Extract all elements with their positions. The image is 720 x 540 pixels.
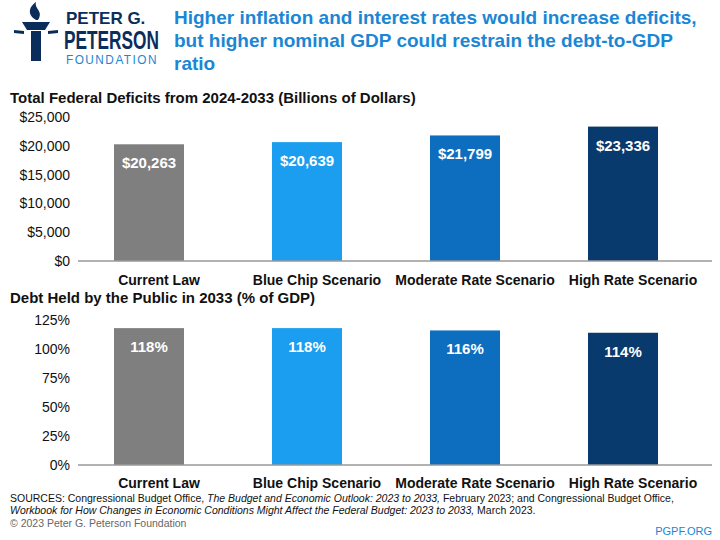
data-label: 114% xyxy=(604,343,642,360)
category-label: Blue Chip Scenario xyxy=(253,272,381,288)
chart: Total Federal Deficits from 2024-2033 (B… xyxy=(10,89,712,288)
title: but higher nominal GDP could restrain th… xyxy=(174,30,673,51)
sources-text: The Budget and Economic Outlook: 2023 to… xyxy=(207,492,440,504)
tick-mark xyxy=(77,117,80,118)
tick-label: $15,000 xyxy=(19,167,70,183)
tick-label: 50% xyxy=(42,399,70,415)
logo-text: PETERSON xyxy=(64,26,159,54)
canvas: PETER G.PETERSONFOUNDATION Higher inflati… xyxy=(0,0,720,540)
category-label: Current Law xyxy=(118,475,200,491)
tick-label: $20,000 xyxy=(19,138,70,154)
data-label: $20,263 xyxy=(122,154,176,171)
tick-mark xyxy=(77,145,80,146)
logo-icon xyxy=(14,30,58,34)
bar xyxy=(430,330,500,465)
tick-mark xyxy=(77,232,80,233)
category-label: High Rate Scenario xyxy=(569,272,697,288)
data-label: $21,799 xyxy=(438,145,492,162)
bar xyxy=(430,135,500,261)
tick-mark xyxy=(77,203,80,204)
title: Higher inflation and interest rates woul… xyxy=(174,7,697,28)
sources-text: March 2023. xyxy=(474,504,535,516)
bar xyxy=(114,144,184,261)
chart-title: Total Federal Deficits from 2024-2033 (B… xyxy=(10,89,416,106)
tick-mark xyxy=(77,320,80,321)
tick-mark xyxy=(77,436,80,437)
tick-mark xyxy=(77,349,80,350)
category-label: Current Law xyxy=(118,272,200,288)
category-label: Moderate Rate Scenario xyxy=(395,475,555,491)
bar xyxy=(272,142,342,261)
bar xyxy=(272,328,342,465)
logo-icon xyxy=(31,31,41,61)
chart: Debt Held by the Public in 2033 (% of GD… xyxy=(10,289,712,491)
bar xyxy=(588,333,658,465)
tick-label: 0% xyxy=(50,457,70,473)
sources-text: SOURCES: Congressional Budget Office, xyxy=(10,492,207,504)
tick-mark xyxy=(77,174,80,175)
sources-text: Workbook for How Changes in Economic Con… xyxy=(10,504,474,516)
data-label: 116% xyxy=(446,340,484,357)
logo-icon xyxy=(30,2,40,20)
sources: SOURCES: Congressional Budget Office, Th… xyxy=(10,492,674,504)
bars xyxy=(114,127,658,261)
data-label: 118% xyxy=(288,338,326,355)
tick-label: $0 xyxy=(54,253,70,269)
site: PGPF.ORG xyxy=(655,525,712,537)
category-label: Moderate Rate Scenario xyxy=(395,272,555,288)
copyright: © 2023 Peter G. Peterson Foundation xyxy=(10,517,187,529)
category-label: Blue Chip Scenario xyxy=(253,475,381,491)
tick-mark xyxy=(77,407,80,408)
title: ratio xyxy=(174,53,215,74)
category-label: High Rate Scenario xyxy=(569,475,697,491)
data-label: $23,336 xyxy=(596,137,650,154)
tick-label: 125% xyxy=(34,312,70,328)
bar xyxy=(588,127,658,261)
bar xyxy=(114,328,184,465)
logo-text: FOUNDATION xyxy=(66,53,158,67)
tick-mark xyxy=(77,378,80,379)
tick-label: $25,000 xyxy=(19,109,70,125)
logo: PETER G.PETERSONFOUNDATION xyxy=(14,2,159,67)
tick-label: $10,000 xyxy=(19,195,70,211)
background xyxy=(0,0,720,540)
tick-label: 75% xyxy=(42,370,70,386)
tick-label: $5,000 xyxy=(27,224,70,240)
data-label: 118% xyxy=(130,338,168,355)
logo-icon xyxy=(22,22,50,30)
x-axis-line xyxy=(78,464,712,466)
sources-text: February 2023; and Congressional Budget … xyxy=(440,492,674,504)
x-axis-line xyxy=(78,260,712,262)
data-label: $20,639 xyxy=(280,152,334,169)
chart-title: Debt Held by the Public in 2033 (% of GD… xyxy=(10,289,315,306)
sources: Workbook for How Changes in Economic Con… xyxy=(10,504,536,516)
tick-label: 100% xyxy=(34,341,70,357)
bars xyxy=(114,328,658,465)
tick-label: 25% xyxy=(42,428,70,444)
